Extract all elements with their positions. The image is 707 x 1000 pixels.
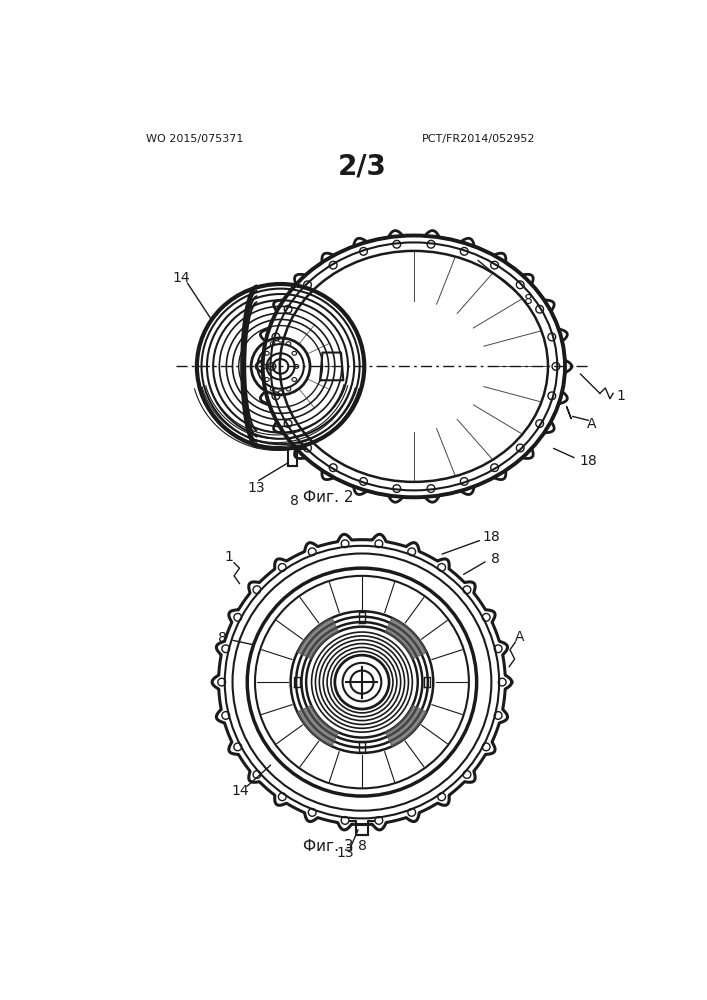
Text: 1: 1 (224, 550, 233, 564)
Text: 1: 1 (617, 389, 625, 403)
Text: A: A (588, 417, 597, 431)
Text: 18: 18 (579, 454, 597, 468)
Text: 14: 14 (173, 271, 190, 285)
Text: 8: 8 (491, 552, 500, 566)
Text: 13: 13 (247, 481, 264, 495)
Text: 8: 8 (524, 293, 533, 307)
Text: 8: 8 (290, 494, 299, 508)
Polygon shape (385, 705, 426, 746)
Polygon shape (298, 705, 339, 746)
Text: A: A (515, 630, 524, 644)
Text: WO 2015/075371: WO 2015/075371 (146, 134, 244, 144)
Polygon shape (298, 618, 339, 659)
Text: 8: 8 (218, 631, 227, 645)
Text: 2/3: 2/3 (337, 152, 387, 180)
Text: 14: 14 (231, 784, 249, 798)
Text: 18: 18 (482, 530, 501, 544)
Text: 8: 8 (358, 839, 366, 853)
Text: PCT/FR2014/052952: PCT/FR2014/052952 (421, 134, 535, 144)
Text: Фиг. 2: Фиг. 2 (303, 490, 354, 505)
Text: Фиг. 3: Фиг. 3 (303, 839, 354, 854)
Polygon shape (385, 618, 426, 659)
Text: 13: 13 (336, 846, 354, 860)
